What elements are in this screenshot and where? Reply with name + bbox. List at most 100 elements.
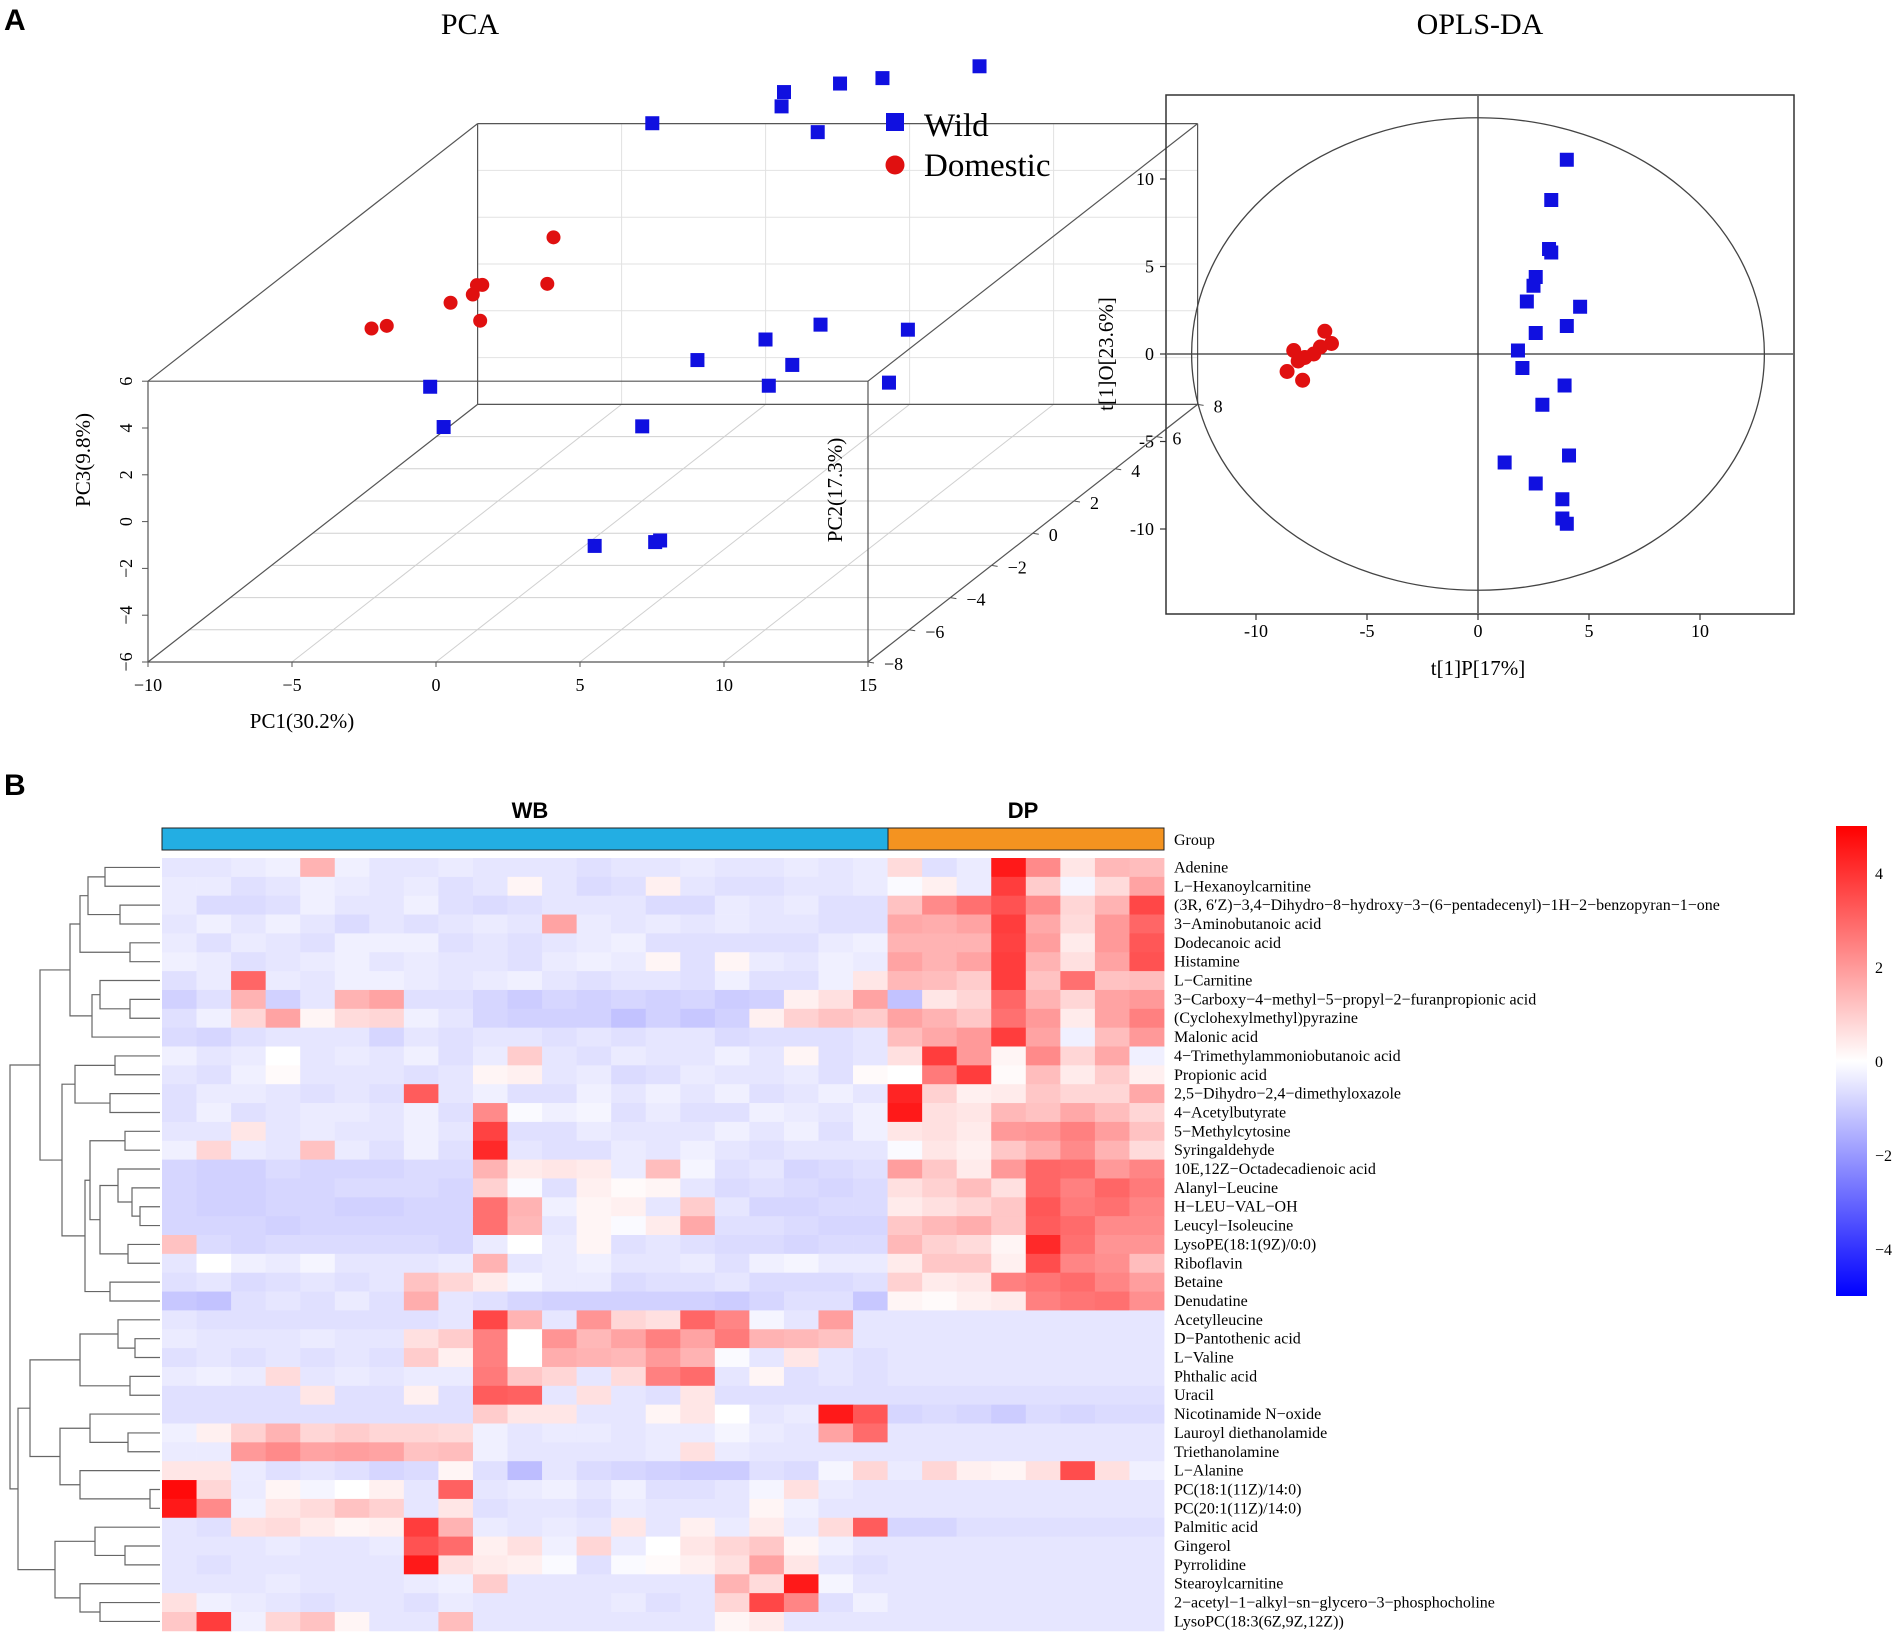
heatmap-cell (334, 1197, 370, 1217)
heatmap-cell (231, 1555, 267, 1575)
heatmap-cell (300, 1197, 336, 1217)
oplsda-point-wild (1515, 361, 1530, 375)
heatmap-cell (438, 895, 474, 915)
heatmap-row-label: L−Carnitine (1174, 973, 1252, 990)
heatmap-cell (472, 914, 508, 934)
heatmap-cell (1129, 1404, 1165, 1424)
heatmap-cell (922, 1159, 958, 1179)
heatmap-cell (507, 1272, 543, 1292)
heatmap-cell (922, 1065, 958, 1085)
heatmap-cell (922, 1140, 958, 1160)
heatmap-cell (231, 1178, 267, 1198)
heatmap-cell (472, 1574, 508, 1594)
heatmap-cell (611, 989, 647, 1010)
heatmap-cell (265, 1423, 301, 1443)
heatmap-cell (853, 1348, 888, 1368)
heatmap-cell (749, 1480, 785, 1500)
heatmap-cell (1094, 858, 1130, 878)
heatmap-cell (611, 1065, 647, 1085)
pca-point-wild (761, 378, 776, 393)
heatmap-cell (1025, 876, 1061, 897)
heatmap-cell (576, 1517, 612, 1537)
heatmap-cell (438, 1310, 474, 1330)
heatmap-cell (196, 1366, 232, 1387)
heatmap-cell (369, 1442, 405, 1462)
heatmap-cell (680, 1574, 716, 1594)
heatmap-cell (991, 1216, 1027, 1236)
heatmap-cell (1129, 1272, 1165, 1292)
heatmap-cell (887, 1480, 923, 1500)
heatmap-cell (196, 1498, 232, 1519)
heatmap-cell (334, 933, 370, 953)
heatmap-cell (1094, 1442, 1130, 1462)
heatmap-cell (1060, 1593, 1096, 1613)
heatmap-cell (749, 1084, 785, 1104)
heatmap-cell (334, 1178, 370, 1198)
dendrogram-branch (91, 994, 160, 1038)
heatmap-cell (853, 914, 888, 934)
heatmap-cell (887, 1329, 923, 1349)
heatmap-row-label: (3R, 6′Z)−3,4−Dihydro−8−hydroxy−3−(6−pen… (1174, 897, 1720, 914)
heatmap-cell (818, 1574, 854, 1594)
heatmap-cell (369, 1498, 405, 1519)
heatmap-cell (853, 1498, 888, 1519)
heatmap-cell (472, 952, 508, 972)
heatmap-cell (265, 1385, 301, 1406)
heatmap-cell (472, 858, 508, 878)
dendrogram-branch (29, 1359, 80, 1458)
heatmap-cell (438, 1404, 474, 1424)
heatmap-cell (507, 1348, 543, 1368)
heatmap-cell (749, 1121, 785, 1142)
heatmap-cell (542, 1442, 578, 1462)
heatmap-cell (576, 1442, 612, 1462)
heatmap-cell (265, 1536, 301, 1556)
heatmap-cell (783, 1348, 819, 1368)
heatmap-cell (472, 1348, 508, 1368)
heatmap-cell (922, 1216, 958, 1236)
heatmap-cell (645, 1310, 681, 1330)
heatmap-cell (714, 971, 750, 991)
heatmap-cell (1025, 1442, 1061, 1462)
box-edge (867, 123, 1198, 382)
heatmap-cell (472, 1235, 508, 1255)
heatmap-cell (991, 1310, 1027, 1330)
heatmap-cell (991, 1065, 1027, 1085)
heatmap-cell (196, 1103, 232, 1123)
oplsda-point-domestic (1295, 372, 1311, 388)
oplsda-point-wild (1526, 278, 1541, 293)
heatmap-cell (162, 971, 197, 991)
heatmap-cell (1094, 1480, 1130, 1500)
colorbar-tick-label: −4 (1875, 1242, 1892, 1259)
heatmap-cell (472, 895, 508, 915)
heatmap-cell (853, 1140, 888, 1160)
heatmap-cell (300, 1272, 336, 1292)
box-edge (147, 123, 478, 382)
heatmap-cell (1025, 1612, 1061, 1632)
heatmap-cell (542, 1008, 578, 1029)
heatmap-cell (887, 1423, 923, 1443)
heatmap-cell (542, 1423, 578, 1443)
heatmap-cell (438, 1103, 474, 1123)
heatmap-cell (231, 1140, 267, 1160)
pca-z-tick-label: −2 (116, 559, 136, 578)
heatmap-row-label: Palmitic acid (1174, 1519, 1258, 1536)
heatmap-cell (438, 914, 474, 934)
heatmap-cell (300, 1555, 336, 1575)
heatmap-cell (1025, 1159, 1061, 1179)
pca-point-wild (785, 357, 800, 372)
heatmap-cell (611, 1348, 647, 1368)
heatmap-cell (645, 1348, 681, 1368)
heatmap-cell (1025, 858, 1061, 878)
y-tick-mark (1115, 468, 1122, 471)
heatmap-row-label: (Cyclohexylmethyl)pyrazine (1174, 1010, 1358, 1027)
heatmap-cell (749, 1235, 785, 1255)
heatmap-cell (265, 1480, 301, 1500)
heatmap-cell (680, 1442, 716, 1462)
heatmap-cell (231, 1291, 267, 1311)
heatmap-cell (956, 914, 992, 934)
heatmap-cell (1094, 1272, 1130, 1292)
heatmap-cell (922, 914, 958, 934)
heatmap-cell (645, 1574, 681, 1594)
dendrogram-branch (99, 1601, 160, 1623)
heatmap-cell (162, 1253, 197, 1274)
